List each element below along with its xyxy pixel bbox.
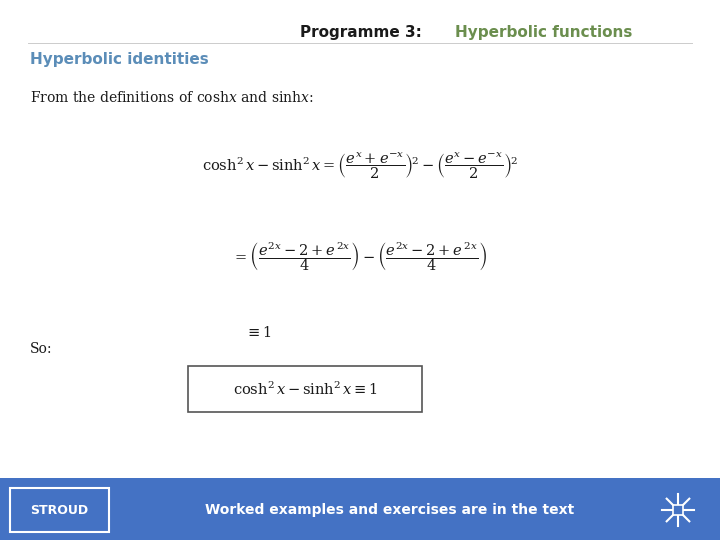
Text: STROUD: STROUD bbox=[30, 503, 88, 516]
Text: $=\left(\dfrac{e^{2x}-2+e^{\,2x}}{4}\right)-\left(\dfrac{e^{2x}-2+e^{\,2x}}{4}\r: $=\left(\dfrac{e^{2x}-2+e^{\,2x}}{4}\rig… bbox=[233, 240, 487, 273]
Text: Programme 3:: Programme 3: bbox=[300, 25, 433, 40]
FancyBboxPatch shape bbox=[0, 478, 720, 540]
Text: $\cosh^2 x-\sinh^2 x=\left(\dfrac{e^x+e^{-x}}{2}\right)^{\!2}-\left(\dfrac{e^x-e: $\cosh^2 x-\sinh^2 x=\left(\dfrac{e^x+e^… bbox=[202, 150, 518, 181]
Text: So:: So: bbox=[30, 342, 53, 356]
Text: Hyperbolic identities: Hyperbolic identities bbox=[30, 52, 209, 67]
Text: From the definitions of cosh$x$ and sinh$x$:: From the definitions of cosh$x$ and sinh… bbox=[30, 90, 313, 105]
Text: $\cosh^2 x-\sinh^2 x\equiv 1$: $\cosh^2 x-\sinh^2 x\equiv 1$ bbox=[233, 380, 377, 397]
Text: $\equiv 1$: $\equiv 1$ bbox=[245, 325, 272, 340]
FancyBboxPatch shape bbox=[188, 366, 422, 412]
FancyBboxPatch shape bbox=[673, 505, 683, 515]
Text: Hyperbolic functions: Hyperbolic functions bbox=[455, 25, 632, 40]
Text: Worked examples and exercises are in the text: Worked examples and exercises are in the… bbox=[205, 503, 575, 517]
FancyBboxPatch shape bbox=[10, 488, 109, 532]
